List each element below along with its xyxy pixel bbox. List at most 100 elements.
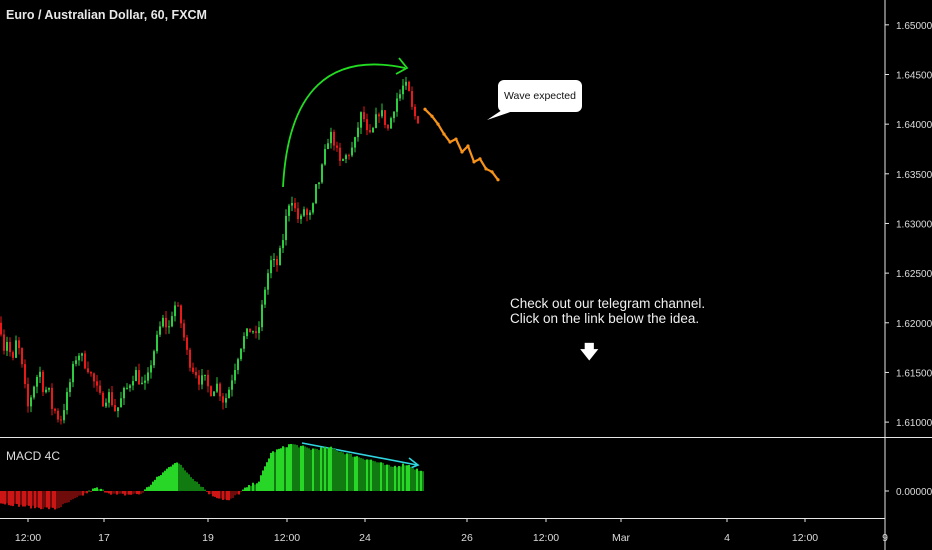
macd-bar	[212, 491, 214, 497]
candle-body	[315, 184, 317, 204]
candle-body	[408, 81, 410, 92]
macd-bar	[236, 491, 238, 495]
candle-body	[201, 375, 203, 385]
macd-histogram	[0, 443, 424, 510]
macd-bar	[200, 486, 202, 491]
candle-body	[369, 130, 371, 133]
macd-bar	[238, 491, 240, 495]
time-tick-label: 24	[359, 532, 371, 544]
macd-bar	[378, 462, 380, 491]
macd-bar	[8, 491, 10, 506]
note-line-2: Click on the link below the idea.	[510, 311, 700, 326]
macd-bar	[186, 472, 188, 491]
candle-body	[192, 367, 194, 372]
candle-body	[126, 387, 128, 389]
candle-body	[207, 374, 209, 387]
candle-body	[225, 398, 227, 403]
candle-body	[48, 387, 50, 390]
macd-bar	[2, 491, 4, 504]
macd-bar	[222, 491, 224, 500]
macd-bar	[262, 470, 264, 491]
macd-bar	[220, 491, 222, 499]
macd-bar	[14, 491, 16, 504]
macd-bar	[88, 490, 90, 492]
candle-body	[54, 408, 56, 411]
candle-body	[138, 370, 140, 385]
candle-body	[237, 359, 239, 371]
telegram-note: Check out our telegram channel. Click on…	[510, 296, 705, 326]
macd-bar	[34, 491, 36, 509]
candle-body	[60, 419, 62, 421]
macd-bar	[280, 448, 282, 491]
macd-bar	[276, 449, 278, 491]
macd-bar	[190, 477, 192, 491]
candle-body	[3, 334, 5, 351]
macd-bar	[202, 486, 204, 491]
candle-body	[33, 386, 35, 398]
chart-title: Euro / Australian Dollar, 60, FXCM	[6, 8, 207, 22]
candle-body	[204, 374, 206, 376]
candle-body	[303, 209, 305, 216]
candle-body	[267, 273, 269, 290]
projection-point	[478, 157, 482, 161]
macd-bar	[18, 491, 20, 507]
candle-body	[135, 370, 137, 382]
candle-body	[93, 373, 95, 382]
macd-bar	[26, 491, 28, 506]
macd-bar	[224, 491, 226, 500]
macd-bar	[130, 491, 132, 495]
macd-bar	[292, 444, 294, 491]
candle-body	[90, 372, 92, 374]
macd-bar	[304, 446, 306, 491]
macd-bar	[148, 486, 150, 491]
macd-bar	[362, 458, 364, 491]
candle-body	[177, 305, 179, 307]
macd-bar	[156, 476, 158, 491]
macd-bar	[312, 448, 314, 491]
candle-body	[120, 398, 122, 408]
macd-bar	[208, 491, 210, 495]
macd-bar	[28, 491, 30, 506]
price-tick-label: 1.63500	[896, 170, 932, 181]
candle-body	[411, 91, 413, 107]
macd-bar	[124, 491, 126, 496]
macd-bar	[286, 447, 288, 491]
macd-bar	[300, 445, 302, 491]
macd-bar	[178, 463, 180, 491]
candle-body	[21, 348, 23, 365]
macd-bar	[170, 466, 172, 491]
candle-body	[84, 353, 86, 369]
candle-body	[51, 387, 53, 409]
candle-body	[282, 240, 284, 249]
candle-body	[162, 317, 164, 327]
candle-body	[189, 349, 191, 368]
candle-body	[150, 365, 152, 373]
macd-bar	[306, 447, 308, 491]
macd-bar	[340, 451, 342, 491]
candle-body	[87, 368, 89, 373]
candle-body	[273, 258, 275, 261]
candle-body	[336, 145, 338, 148]
macd-bar	[204, 489, 206, 491]
macd-bar	[298, 447, 300, 491]
candle-body	[405, 81, 407, 86]
macd-bar	[348, 453, 350, 491]
candle-body	[402, 85, 404, 95]
candle-body	[309, 212, 311, 216]
candle-body	[285, 215, 287, 241]
candle-body	[12, 352, 14, 358]
macd-bar	[210, 491, 212, 494]
macd-bar	[410, 467, 412, 491]
candle-body	[210, 386, 212, 397]
macd-bar	[114, 491, 116, 494]
curved-arrow-line	[282, 63, 406, 188]
macd-bar	[106, 491, 108, 493]
macd-bar	[270, 452, 272, 491]
candle-body	[288, 205, 290, 216]
candle-body	[198, 375, 200, 385]
time-tick-label: 12:00	[15, 532, 41, 544]
macd-bar	[104, 491, 106, 493]
time-tick-label: 9	[882, 532, 888, 544]
macd-bar	[308, 448, 310, 491]
macd-bar	[4, 491, 6, 505]
